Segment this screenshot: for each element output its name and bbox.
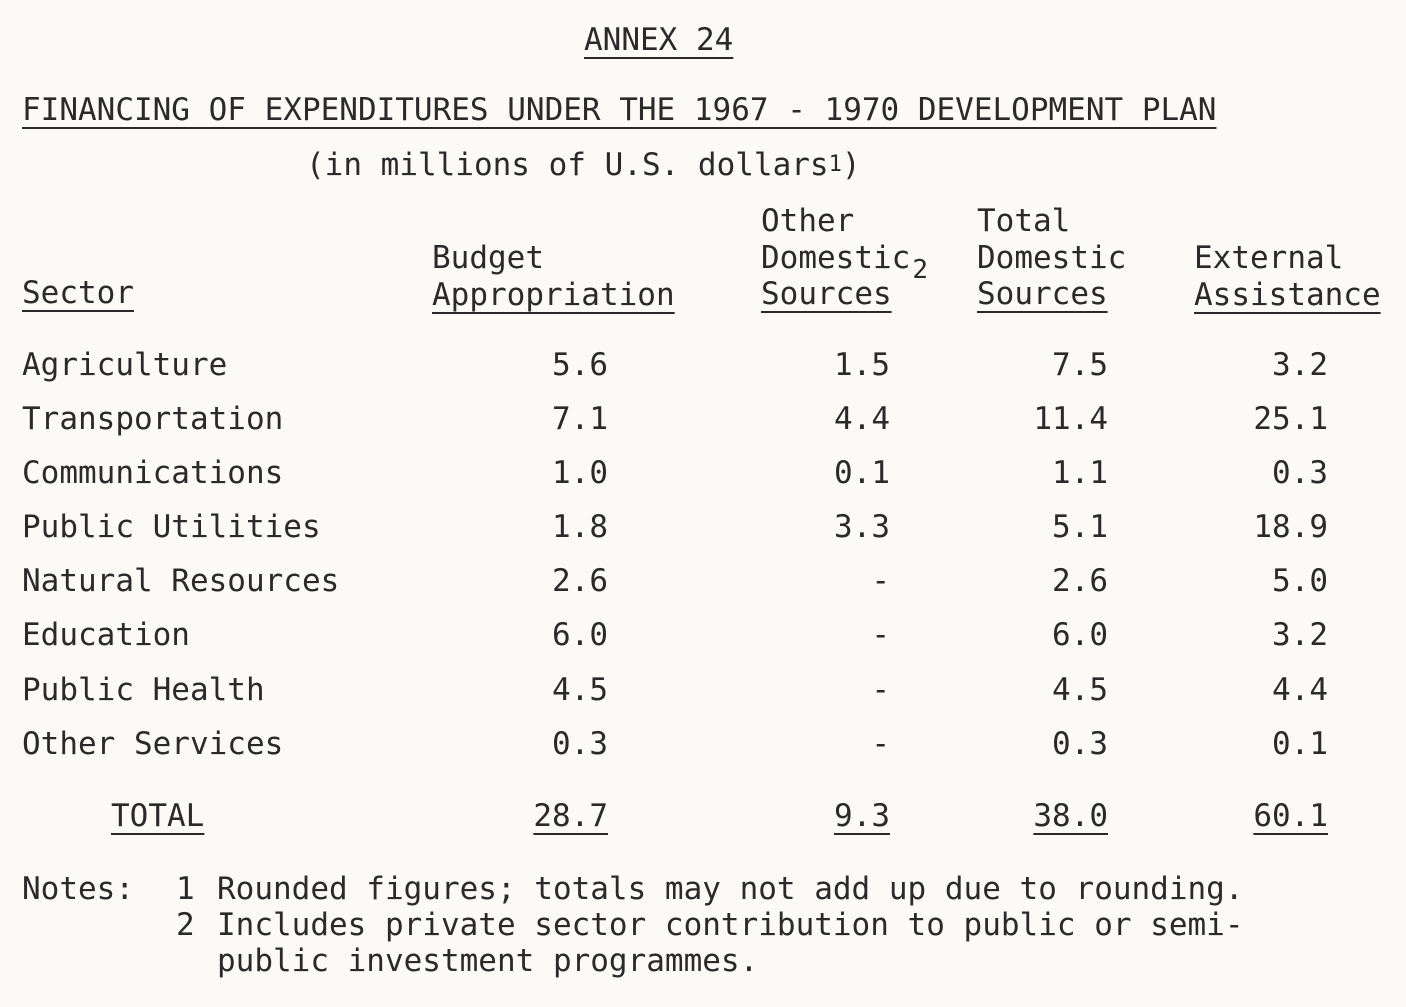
- header-sector: Sector: [22, 275, 134, 311]
- header-other-line1: Other: [761, 203, 855, 239]
- row-other: 1.5: [834, 347, 890, 383]
- row-total: 7.5: [1052, 347, 1108, 383]
- header-other-domestic: Other Domestic2 Sources: [761, 203, 928, 313]
- row-sector: Other Services: [22, 726, 284, 762]
- row-total: 2.6: [1052, 563, 1108, 599]
- row-other: 0.1: [834, 455, 890, 491]
- table-row: Communications 1.0 0.1 1.1 0.3: [0, 458, 1406, 492]
- table-row: Public Health 4.5 - 4.5 4.4: [0, 675, 1406, 709]
- table-row: Transportation 7.1 4.4 11.4 25.1: [0, 404, 1406, 438]
- row-other: -: [871, 617, 890, 653]
- document-subtitle: (in millions of U.S. dollars1): [306, 150, 861, 181]
- row-external: 25.1: [1253, 401, 1328, 437]
- header-total-domestic: Total Domestic Sources: [977, 203, 1126, 313]
- row-total: 5.1: [1052, 509, 1108, 545]
- annex-label: ANNEX 24: [584, 22, 734, 58]
- row-sector: Natural Resources: [22, 563, 340, 599]
- row-other: -: [871, 672, 890, 708]
- subtitle-close: ): [841, 147, 861, 183]
- row-budget: 5.6: [552, 347, 608, 383]
- table-row: Natural Resources 2.6 - 2.6 5.0: [0, 566, 1406, 600]
- row-other: 3.3: [834, 509, 890, 545]
- row-budget: 1.0: [552, 455, 608, 491]
- header-external: External Assistance: [1194, 240, 1381, 313]
- table-row: Education 6.0 - 6.0 3.2: [0, 620, 1406, 654]
- header-external-line2: Assistance: [1194, 276, 1381, 313]
- row-external: 0.3: [1272, 455, 1328, 491]
- row-total: 11.4: [1033, 401, 1108, 437]
- row-budget: 7.1: [552, 401, 608, 437]
- header-budget-line1: Budget: [432, 240, 544, 276]
- row-sector: Agriculture: [22, 347, 228, 383]
- row-other: -: [871, 563, 890, 599]
- row-budget: 6.0: [552, 617, 608, 653]
- header-other-line3: Sources: [761, 276, 892, 313]
- header-other-line2: Domestic2: [761, 239, 928, 285]
- header-budget: Budget Appropriation: [432, 240, 675, 313]
- note-1-text: Rounded figures; totals may not add up d…: [217, 871, 1244, 907]
- note-2-number: 2: [176, 907, 195, 943]
- row-external: 3.2: [1272, 347, 1328, 383]
- subtitle-text: (in millions of U.S. dollars: [306, 147, 829, 183]
- total-total: 38.0: [1033, 798, 1108, 834]
- row-external: 5.0: [1272, 563, 1328, 599]
- total-label: TOTAL: [111, 798, 205, 834]
- row-external: 0.1: [1272, 726, 1328, 762]
- row-total: 4.5: [1052, 672, 1108, 708]
- header-total-line3: Sources: [977, 276, 1108, 313]
- note-2-text-line1: Includes private sector contribution to …: [217, 907, 1244, 943]
- subtitle-footnote-ref: 1: [828, 152, 842, 177]
- row-sector: Communications: [22, 455, 284, 491]
- row-other: -: [871, 726, 890, 762]
- note-1-number: 1: [176, 871, 195, 907]
- row-external: 4.4: [1272, 672, 1328, 708]
- row-sector: Education: [22, 617, 190, 653]
- header-other-footnote-ref: 2: [912, 254, 928, 285]
- row-other: 4.4: [834, 401, 890, 437]
- header-budget-line2: Appropriation: [432, 276, 675, 313]
- note-2-text-line2: public investment programmes.: [217, 943, 759, 979]
- row-budget: 2.6: [552, 563, 608, 599]
- total-budget: 28.7: [533, 798, 608, 834]
- row-total: 0.3: [1052, 726, 1108, 762]
- header-total-line1: Total: [977, 203, 1071, 239]
- document-title: FINANCING OF EXPENDITURES UNDER THE 1967…: [22, 92, 1217, 128]
- row-sector: Public Health: [22, 672, 265, 708]
- row-total: 1.1: [1052, 455, 1108, 491]
- row-total: 6.0: [1052, 617, 1108, 653]
- table-row: Public Utilities 1.8 3.3 5.1 18.9: [0, 512, 1406, 546]
- table-row: Other Services 0.3 - 0.3 0.1: [0, 729, 1406, 763]
- row-sector: Public Utilities: [22, 509, 321, 545]
- table-row: Agriculture 5.6 1.5 7.5 3.2: [0, 350, 1406, 384]
- row-sector: Transportation: [22, 401, 284, 437]
- header-external-line1: External: [1194, 240, 1344, 276]
- row-external: 3.2: [1272, 617, 1328, 653]
- total-other: 9.3: [834, 798, 890, 834]
- row-budget: 0.3: [552, 726, 608, 762]
- total-external: 60.1: [1253, 798, 1328, 834]
- notes-label: Notes:: [22, 871, 134, 907]
- row-budget: 4.5: [552, 672, 608, 708]
- row-external: 18.9: [1253, 509, 1328, 545]
- row-budget: 1.8: [552, 509, 608, 545]
- total-row: TOTAL 28.7 9.3 38.0 60.1: [0, 801, 1406, 841]
- header-total-line2: Domestic: [977, 239, 1127, 276]
